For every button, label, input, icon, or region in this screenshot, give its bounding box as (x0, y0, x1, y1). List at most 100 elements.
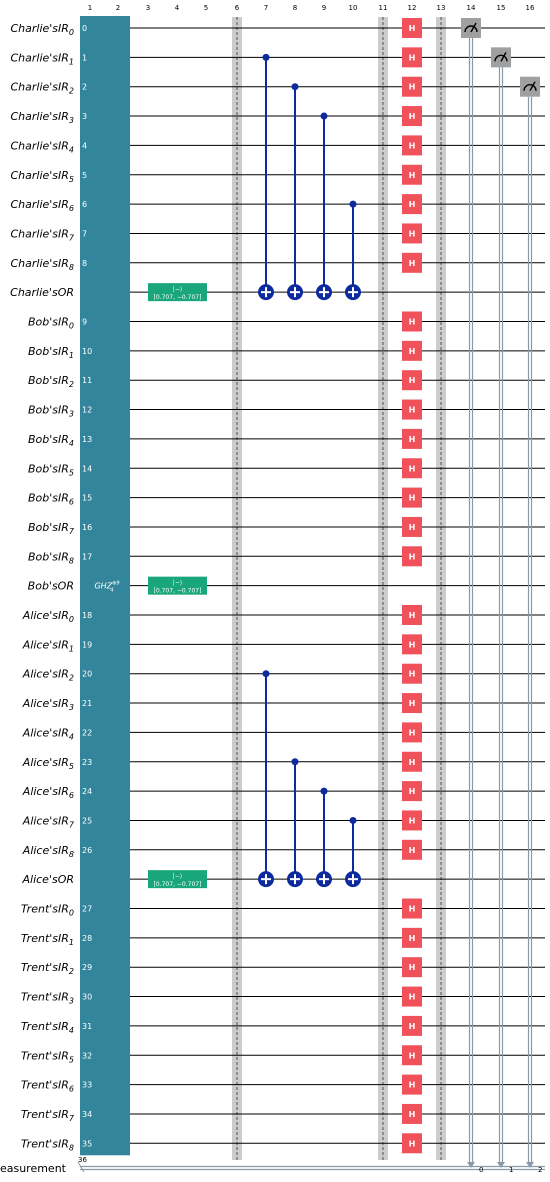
qubit-index: 9 (82, 318, 87, 327)
h-gate-label: H (409, 1022, 416, 1031)
h-gate: H (402, 135, 422, 156)
cnot-gate (345, 200, 361, 301)
qubit-index: 0 (82, 24, 87, 33)
h-gate: H (402, 18, 422, 38)
qubit-index: 5 (82, 171, 87, 180)
column-number: 14 (467, 4, 476, 12)
cnot-gate (258, 53, 274, 301)
meter-icon (520, 76, 540, 97)
initialize-gate-state: |−⟩ (173, 286, 182, 293)
column-number: 15 (497, 4, 506, 12)
qubit-index: 34 (82, 1110, 92, 1119)
column-number: 5 (204, 4, 208, 12)
qubit-label: Charlie'sIR7 (10, 227, 74, 242)
h-gate: H (402, 194, 422, 215)
h-gate: H (402, 47, 422, 68)
h-gate-label: H (409, 494, 416, 503)
h-gate: H (402, 839, 422, 860)
qubit-index: 19 (82, 640, 92, 649)
qubit-label: Bob'sIR7 (28, 521, 75, 536)
measurement: 0 (461, 18, 483, 1174)
qubit-label: Trent'sIR4 (21, 1020, 74, 1035)
classical-bit-label: 1 (509, 1166, 513, 1174)
initialize-gate: |−⟩[0.707, −0.707] (148, 870, 207, 889)
qubit-label: Trent'sIR2 (21, 961, 74, 976)
qubit-index: 11 (82, 376, 92, 385)
qubit-index: 22 (82, 728, 92, 737)
column-number: 8 (293, 4, 297, 12)
column-number: 7 (264, 4, 268, 12)
qubit-index: 21 (82, 699, 92, 708)
h-gate: H (402, 722, 422, 743)
h-gate: H (402, 1015, 422, 1036)
h-gate: H (402, 693, 422, 714)
qubit-index: 18 (82, 611, 92, 620)
qubit-index: 3 (82, 112, 87, 121)
h-gate: H (402, 516, 422, 537)
qubit-label: Charlie'sIR1 (10, 51, 74, 66)
column-number: 3 (146, 4, 150, 12)
qubit-index: 13 (82, 435, 92, 444)
cnot-gate (258, 670, 274, 888)
classical-register-label: Measurement (0, 1162, 67, 1175)
column-number: 9 (322, 4, 326, 12)
h-gate: H (402, 428, 422, 449)
h-gate: H (402, 986, 422, 1007)
column-number: 1 (88, 4, 92, 12)
qubit-index: 35 (82, 1139, 92, 1148)
column-number: 6 (235, 4, 240, 12)
barrier (378, 17, 388, 1160)
qubit-label: Charlie'sIR5 (10, 169, 74, 184)
cnot-gate (345, 816, 361, 888)
qubit-label: Alice'sIR7 (22, 814, 75, 829)
qubit-label: Alice'sIR2 (22, 668, 74, 683)
h-gate: H (402, 76, 422, 97)
qubit-label: Alice'sIR5 (22, 756, 74, 771)
h-gate-label: H (409, 611, 416, 620)
qubit-label: Bob'sIR3 (28, 404, 74, 419)
h-gate-label: H (409, 141, 416, 150)
h-gate: H (402, 957, 422, 978)
qubit-label: Charlie'sIR3 (10, 110, 74, 125)
cnot-control (320, 112, 328, 120)
qubit-index: 4 (82, 141, 87, 150)
cnot-gate (287, 758, 303, 888)
cnot-control (349, 816, 357, 824)
qubit-index: 7 (82, 229, 87, 238)
qubit-label: Alice'sIR1 (22, 638, 74, 653)
h-gate-label: H (409, 846, 416, 855)
cnot-control (349, 200, 357, 208)
qubit-label: Charlie'sIR6 (10, 198, 74, 213)
classical-bit-label: 0 (479, 1166, 483, 1174)
h-gate: H (402, 1103, 422, 1124)
qubit-label: Bob'sIR4 (28, 433, 74, 448)
meter-icon (461, 18, 481, 38)
measurement: 1 (491, 47, 513, 1174)
qubit-index: 28 (82, 934, 92, 943)
qubit-label: Bob'sIR1 (28, 345, 74, 360)
h-gate-label: H (409, 318, 416, 327)
qubit-index: 1 (82, 53, 87, 62)
h-gate: H (402, 546, 422, 567)
h-gate-label: H (409, 376, 416, 385)
qubit-index: 31 (82, 1022, 92, 1031)
qubit-index: 29 (82, 963, 92, 972)
h-gate: H (402, 164, 422, 185)
qubit-label: Charlie'sIR8 (10, 257, 74, 272)
h-gate-label: H (409, 259, 416, 268)
classical-bit-count: 36 (78, 1156, 87, 1164)
initialize-gate-params: [0.707, −0.707] (154, 294, 202, 301)
column-number: 12 (408, 4, 417, 12)
qubit-label: Trent'sIR3 (21, 991, 74, 1006)
h-gate-label: H (409, 787, 416, 796)
h-gate: H (402, 927, 422, 948)
h-gate-label: H (409, 83, 416, 92)
qubit-label: Trent'sIR0 (21, 903, 74, 918)
h-gate-label: H (409, 1139, 416, 1148)
h-gate: H (402, 1133, 422, 1154)
h-gate: H (402, 605, 422, 625)
h-gate-label: H (409, 1081, 416, 1090)
h-gate: H (402, 458, 422, 479)
qubit-index: 30 (82, 993, 92, 1002)
